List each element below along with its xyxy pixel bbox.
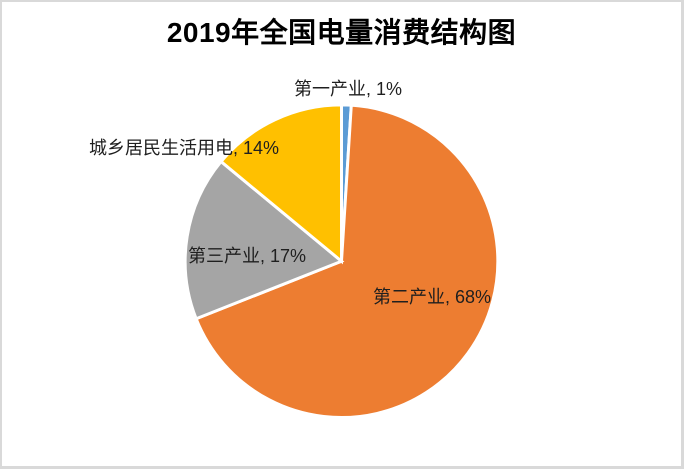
pie-label-secondary-industry: 第二产业, 68% [373, 287, 492, 307]
pie-label-primary-industry: 第一产业, 1% [294, 79, 403, 99]
pie-slice-tertiary-industry [183, 159, 345, 321]
chart-title: 2019年全国电量消费结构图 [166, 17, 517, 48]
pie-label-residential-electricity: 城乡居民生活用电, 14% [89, 138, 280, 158]
pie-slice-residential-electricity [218, 103, 343, 265]
pie-label-tertiary-industry: 第三产业, 17% [188, 246, 307, 266]
pie-slice-secondary-industry [194, 103, 500, 419]
